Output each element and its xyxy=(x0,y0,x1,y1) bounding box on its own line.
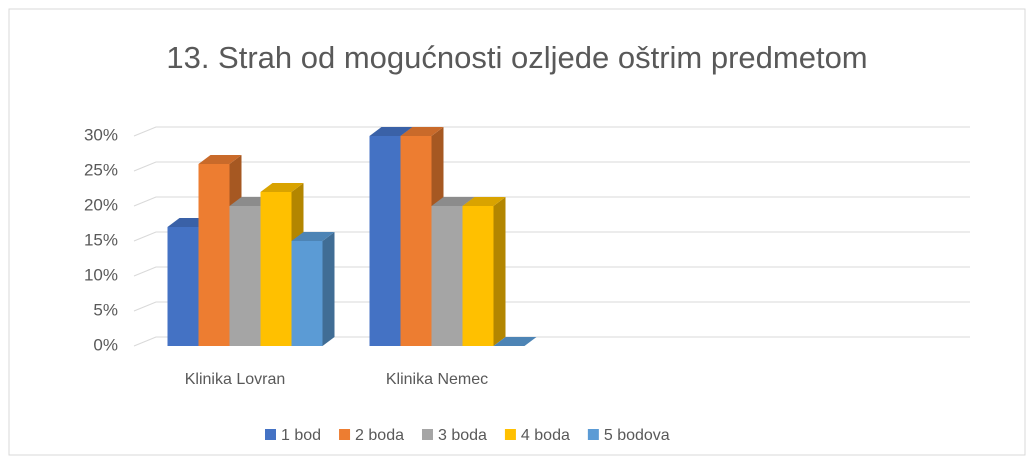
x-tick-label: Klinika Nemec xyxy=(386,371,488,388)
bar-face xyxy=(431,197,475,206)
bar-face xyxy=(431,206,463,346)
legend-label: 4 boda xyxy=(521,427,570,444)
bar-face xyxy=(198,155,242,164)
legend-swatch xyxy=(587,429,599,440)
y-tick-label: 0% xyxy=(93,335,118,354)
y-tick-label: 5% xyxy=(93,300,118,319)
legend-swatch xyxy=(339,429,351,440)
legend-label: 1 bod xyxy=(281,427,321,444)
x-tick-label: Klinika Lovran xyxy=(185,371,286,388)
legend-swatch xyxy=(504,429,516,440)
grid-line xyxy=(133,336,970,347)
bar-face xyxy=(400,127,444,136)
bar-face xyxy=(493,197,506,346)
legend-swatch xyxy=(265,429,276,440)
grid-line xyxy=(133,161,970,172)
bar xyxy=(291,232,335,346)
bar-face xyxy=(462,206,494,346)
bar-face xyxy=(400,136,432,346)
bar-face xyxy=(322,232,335,346)
legend-label: 3 boda xyxy=(438,427,487,444)
bar-face xyxy=(291,241,323,346)
bar-face xyxy=(369,127,413,136)
bar-face xyxy=(462,197,506,206)
grid-line xyxy=(133,231,970,242)
y-tick-label: 10% xyxy=(84,265,118,284)
grid-line xyxy=(133,196,970,207)
bar xyxy=(462,197,506,346)
bar-face xyxy=(198,164,230,346)
grid-line xyxy=(133,301,970,312)
bar-face xyxy=(291,232,335,241)
bar-face xyxy=(260,192,292,346)
bar xyxy=(493,337,537,346)
legend-label: 5 bodova xyxy=(604,427,670,444)
legend-label: 2 boda xyxy=(355,427,404,444)
y-tick-label: 25% xyxy=(84,160,118,179)
grid-line xyxy=(133,126,970,137)
y-tick-label: 20% xyxy=(84,195,118,214)
y-tick-label: 30% xyxy=(84,125,118,144)
legend-swatch xyxy=(421,429,433,440)
chart-title: 13. Strah od mogućnosti ozljede oštrim p… xyxy=(166,40,867,75)
bar-face xyxy=(167,227,199,346)
bar-face xyxy=(369,136,401,346)
bar-face xyxy=(493,337,537,346)
grid-line xyxy=(133,266,970,277)
bar-face xyxy=(229,206,261,346)
y-tick-label: 15% xyxy=(84,230,118,249)
bar-face xyxy=(260,183,304,192)
